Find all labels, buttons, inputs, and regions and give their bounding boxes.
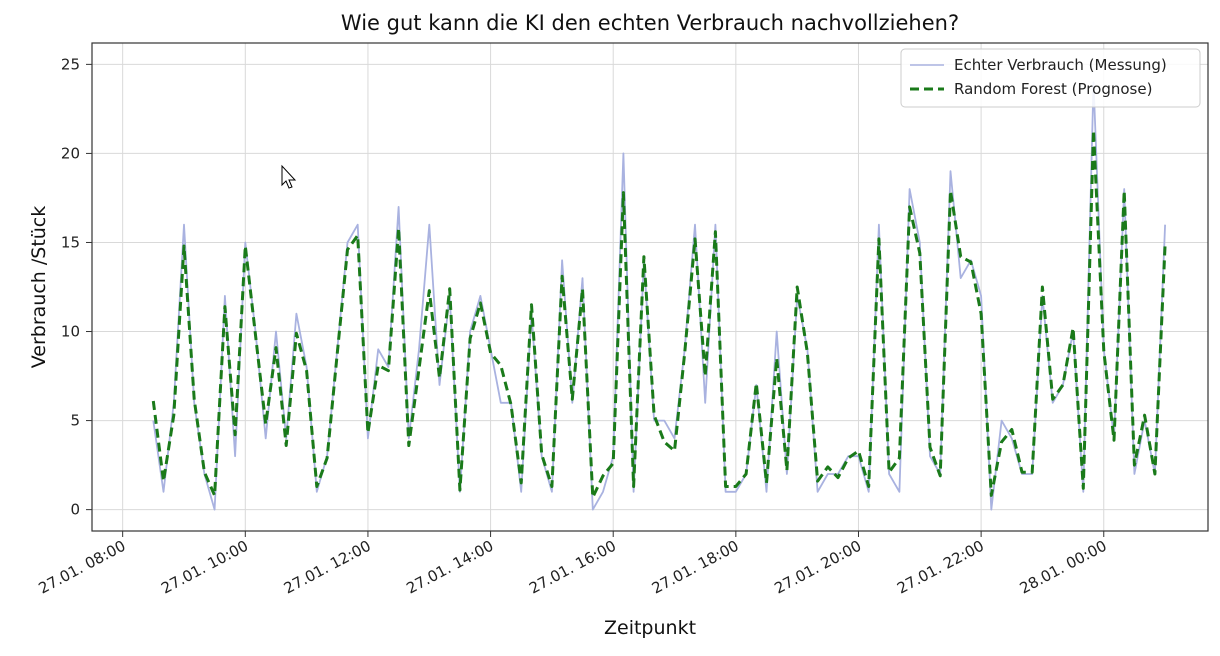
- y-tick-label: 20: [61, 144, 80, 162]
- y-axis-ticks: 0 5 10 15 20 25: [61, 55, 92, 519]
- x-tick-label: 27.01. 10:00: [158, 537, 251, 598]
- x-tick-label: 28.01. 00:00: [1017, 537, 1110, 598]
- legend-box: [900, 48, 1201, 108]
- series-layer: [151, 81, 1167, 511]
- x-tick-label: 27.01. 20:00: [771, 537, 864, 598]
- mouse-cursor-icon: [281, 164, 297, 189]
- y-axis-label: Verbrauch /Stück: [28, 206, 50, 369]
- y-tick-label: 0: [70, 501, 80, 519]
- series-line-forecast: [151, 128, 1167, 499]
- chart-title: Wie gut kann die KI den echten Verbrauch…: [341, 11, 959, 35]
- y-tick-label: 5: [70, 412, 80, 430]
- plot-frame: [91, 42, 1209, 532]
- x-tick-label: 27.01. 16:00: [526, 537, 619, 598]
- x-axis-ticks: 27.01. 08:00 27.01. 10:00 27.01. 12:00 27.0…: [36, 531, 1110, 597]
- x-tick-label: 27.01. 18:00: [649, 537, 742, 598]
- legend-label-forecast: Random Forest (Prognose): [954, 80, 1152, 98]
- x-tick-label: 27.01. 12:00: [281, 537, 374, 598]
- legend-label-measurement: Echter Verbrauch (Messung): [954, 56, 1167, 74]
- x-tick-label: 27.01. 14:00: [403, 537, 496, 598]
- x-tick-label: 27.01. 08:00: [36, 537, 129, 598]
- x-tick-label: 27.01. 22:00: [894, 537, 987, 598]
- x-axis-label: Zeitpunkt: [604, 617, 696, 639]
- legend: Echter Verbrauch (Messung) Random Forest…: [900, 48, 1201, 108]
- series-line-measurement: [152, 81, 1166, 511]
- grid-lines: [92, 43, 1208, 531]
- y-tick-label: 10: [61, 323, 80, 341]
- y-tick-label: 15: [61, 233, 80, 251]
- y-tick-label: 25: [61, 55, 80, 73]
